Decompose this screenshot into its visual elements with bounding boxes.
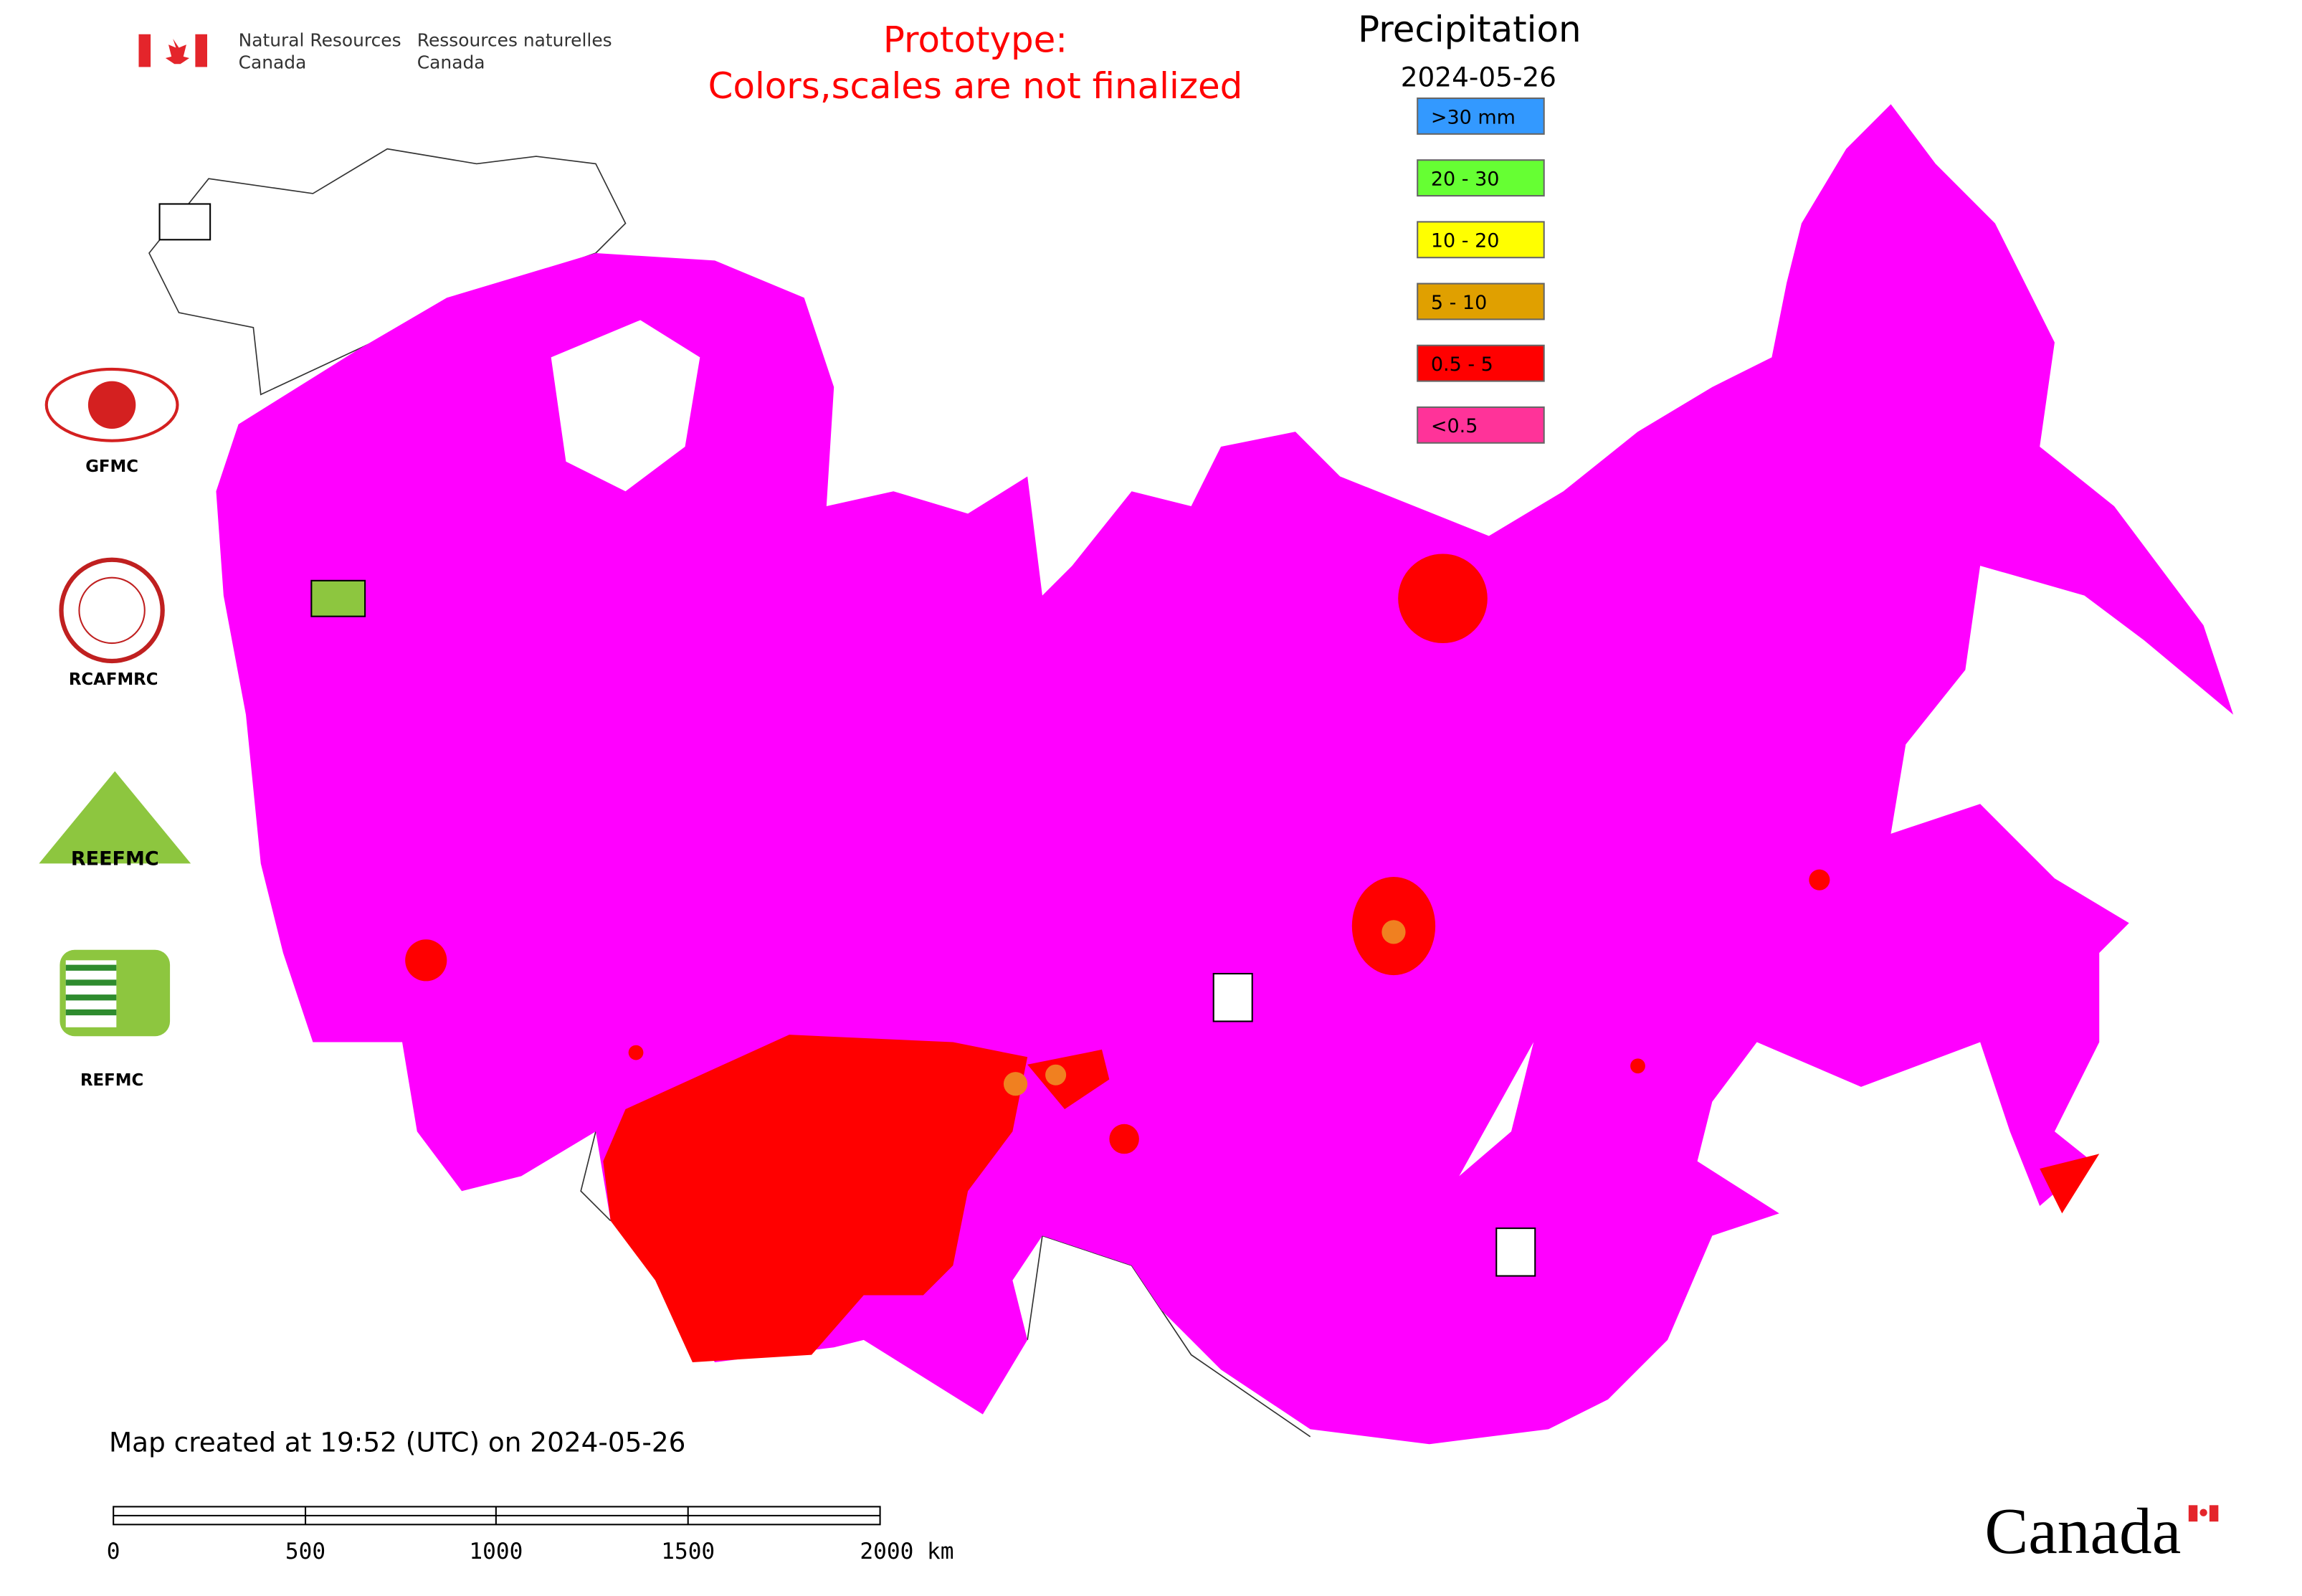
- precip-0.5-5-region: [603, 1035, 1028, 1362]
- legend-swatch: [1417, 221, 1545, 259]
- notice-1: Prototype:: [883, 19, 1067, 61]
- scale-labels: 0 500 1000 1500 2000 km: [107, 1539, 954, 1564]
- neighbour-outline: [148, 148, 627, 396]
- scale-label: 0: [107, 1539, 120, 1564]
- legend-swatch: [1417, 406, 1545, 444]
- scale-label: 500: [285, 1539, 325, 1564]
- precip-spots: [405, 554, 2100, 1214]
- nrcan-signature: Natural Resources Canada Ressources natu…: [138, 29, 612, 73]
- created-note: Map created at 19:52 (UTC) on 2024-05-26: [109, 1427, 685, 1458]
- dept-en-2: Canada: [239, 52, 307, 73]
- org-label: REEFMC: [71, 847, 159, 870]
- legend-swatch: [1417, 344, 1545, 382]
- notice-2: Colors,scales are not finalized: [708, 65, 1243, 107]
- legend-label: <0.5: [1431, 415, 1478, 437]
- legend: >30 mm 20 - 30 10 - 20 5 - 10 0.5 - 5 <0.5: [1417, 98, 1545, 444]
- legend-title: Precipitation: [1358, 9, 1581, 50]
- scale-label: 1000: [469, 1539, 523, 1564]
- legend-date: 2024-05-26: [1401, 61, 1556, 92]
- org-logos: [39, 203, 1536, 1277]
- legend-label: 10 - 20: [1431, 230, 1500, 252]
- legend-label: 0.5 - 5: [1431, 353, 1493, 376]
- canada-wordmark: Canada: [1984, 1495, 2181, 1567]
- canada-flag: [2188, 1505, 2219, 1522]
- scale-label: 1500: [661, 1539, 715, 1564]
- water-bodies: [551, 320, 1534, 1177]
- legend-label: 20 - 30: [1431, 168, 1500, 191]
- legend-swatch: [1417, 159, 1545, 197]
- legend-label: >30 mm: [1431, 106, 1516, 128]
- legend-swatch: [1417, 282, 1545, 320]
- scale-bar: [113, 1506, 881, 1526]
- org-label: GFMC: [85, 457, 138, 476]
- precip-lt-0.5: [216, 104, 2234, 1445]
- legend-swatch: [1417, 98, 1545, 135]
- org-label: RCAFMRC: [69, 670, 158, 689]
- dept-fr-1: Ressources naturelles: [417, 29, 612, 50]
- precip-5-10-spots: [1003, 920, 1406, 1096]
- dept-fr-2: Canada: [417, 52, 485, 73]
- dept-en-1: Natural Resources: [239, 29, 401, 50]
- scale-label: 2000 km: [860, 1539, 953, 1564]
- org-label: REFMC: [80, 1071, 143, 1090]
- legend-label: 5 - 10: [1431, 292, 1487, 314]
